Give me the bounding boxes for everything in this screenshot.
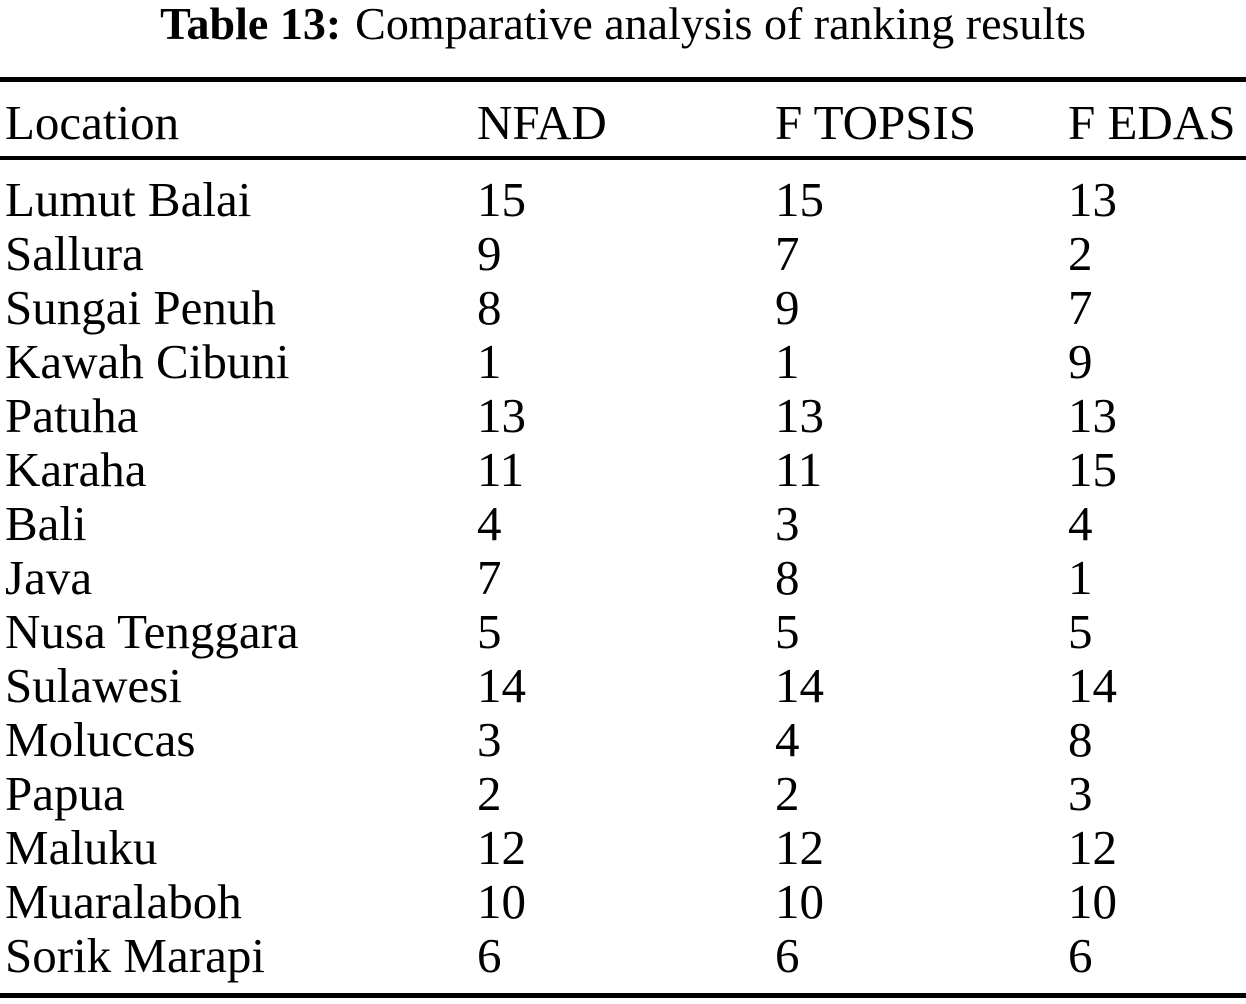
cell-f-edas: 13 <box>1068 388 1117 443</box>
cell-location: Bali <box>5 496 87 551</box>
cell-f-topsis: 14 <box>775 658 824 713</box>
table-row: Bali 4 3 4 <box>0 497 1246 551</box>
cell-f-topsis: 13 <box>775 388 824 443</box>
cell-location: Sallura <box>5 226 144 281</box>
cell-nfad: 13 <box>477 388 526 443</box>
cell-nfad: 11 <box>477 442 525 497</box>
cell-nfad: 9 <box>477 226 502 281</box>
cell-f-topsis: 11 <box>775 442 823 497</box>
cell-location: Sulawesi <box>5 658 182 713</box>
cell-f-topsis: 6 <box>775 928 800 983</box>
cell-f-edas: 5 <box>1068 604 1093 659</box>
cell-f-topsis: 7 <box>775 226 800 281</box>
cell-f-topsis: 2 <box>775 766 800 821</box>
table-row: Java 7 8 1 <box>0 551 1246 605</box>
cell-f-edas: 12 <box>1068 820 1117 875</box>
table-row: Lumut Balai 15 15 13 <box>0 173 1246 227</box>
cell-nfad: 15 <box>477 172 526 227</box>
cell-f-edas: 9 <box>1068 334 1093 389</box>
cell-location: Kawah Cibuni <box>5 334 290 389</box>
table-row: Sallura 9 7 2 <box>0 227 1246 281</box>
cell-nfad: 4 <box>477 496 502 551</box>
cell-location: Moluccas <box>5 712 196 767</box>
cell-f-topsis: 5 <box>775 604 800 659</box>
table-row: Sulawesi 14 14 14 <box>0 659 1246 713</box>
cell-nfad: 6 <box>477 928 502 983</box>
table-row: Maluku 12 12 12 <box>0 821 1246 875</box>
cell-f-topsis: 4 <box>775 712 800 767</box>
cell-f-edas: 10 <box>1068 874 1117 929</box>
cell-f-edas: 4 <box>1068 496 1093 551</box>
cell-location: Muaralaboh <box>5 874 242 929</box>
table-row: Sungai Penuh 8 9 7 <box>0 281 1246 335</box>
cell-location: Sungai Penuh <box>5 280 276 335</box>
cell-f-edas: 13 <box>1068 172 1117 227</box>
cell-f-edas: 2 <box>1068 226 1093 281</box>
cell-f-edas: 8 <box>1068 712 1093 767</box>
ranking-results-table: Location NFAD F TOPSIS F EDAS Lumut Bala… <box>0 77 1246 998</box>
table-row: Moluccas 3 4 8 <box>0 713 1246 767</box>
cell-f-topsis: 10 <box>775 874 824 929</box>
cell-location: Lumut Balai <box>5 172 252 227</box>
table-caption-label: Table 13: <box>160 0 342 49</box>
table-header-row: Location NFAD F TOPSIS F EDAS <box>0 82 1246 156</box>
table-caption: Table 13: Comparative analysis of ranking… <box>0 0 1246 48</box>
cell-nfad: 1 <box>477 334 502 389</box>
cell-f-edas: 3 <box>1068 766 1093 821</box>
table-row: Muaralaboh 10 10 10 <box>0 875 1246 929</box>
cell-nfad: 12 <box>477 820 526 875</box>
table-top-rule <box>0 77 1246 82</box>
table-body: Lumut Balai 15 15 13 Sallura 9 7 2 Sunga… <box>0 160 1246 993</box>
cell-f-edas: 14 <box>1068 658 1117 713</box>
cell-location: Sorik Marapi <box>5 928 265 983</box>
cell-nfad: 8 <box>477 280 502 335</box>
cell-nfad: 7 <box>477 550 502 605</box>
cell-f-topsis: 3 <box>775 496 800 551</box>
cell-f-edas: 6 <box>1068 928 1093 983</box>
table-row: Patuha 13 13 13 <box>0 389 1246 443</box>
column-header-location: Location <box>5 95 180 150</box>
cell-nfad: 3 <box>477 712 502 767</box>
cell-f-topsis: 9 <box>775 280 800 335</box>
table-row: Kawah Cibuni 1 1 9 <box>0 335 1246 389</box>
cell-f-edas: 15 <box>1068 442 1117 497</box>
table-caption-text: Comparative analysis of ranking results <box>355 0 1086 49</box>
cell-nfad: 10 <box>477 874 526 929</box>
table-row: Sorik Marapi 6 6 6 <box>0 929 1246 983</box>
cell-f-edas: 7 <box>1068 280 1093 335</box>
cell-f-topsis: 15 <box>775 172 824 227</box>
table-bottom-rule <box>0 993 1246 998</box>
cell-location: Papua <box>5 766 125 821</box>
cell-location: Java <box>5 550 93 605</box>
cell-location: Karaha <box>5 442 147 497</box>
cell-location: Maluku <box>5 820 158 875</box>
table-row: Papua 2 2 3 <box>0 767 1246 821</box>
table-row: Karaha 11 11 15 <box>0 443 1246 497</box>
cell-nfad: 2 <box>477 766 502 821</box>
column-header-f-edas: F EDAS <box>1068 95 1236 150</box>
column-header-f-topsis: F TOPSIS <box>775 95 977 150</box>
cell-f-topsis: 12 <box>775 820 824 875</box>
cell-f-edas: 1 <box>1068 550 1093 605</box>
cell-location: Patuha <box>5 388 139 443</box>
cell-nfad: 14 <box>477 658 526 713</box>
cell-f-topsis: 8 <box>775 550 800 605</box>
table-row: Nusa Tenggara 5 5 5 <box>0 605 1246 659</box>
cell-nfad: 5 <box>477 604 502 659</box>
column-header-nfad: NFAD <box>477 95 607 150</box>
cell-location: Nusa Tenggara <box>5 604 299 659</box>
cell-f-topsis: 1 <box>775 334 800 389</box>
table-header-rule <box>0 156 1246 160</box>
